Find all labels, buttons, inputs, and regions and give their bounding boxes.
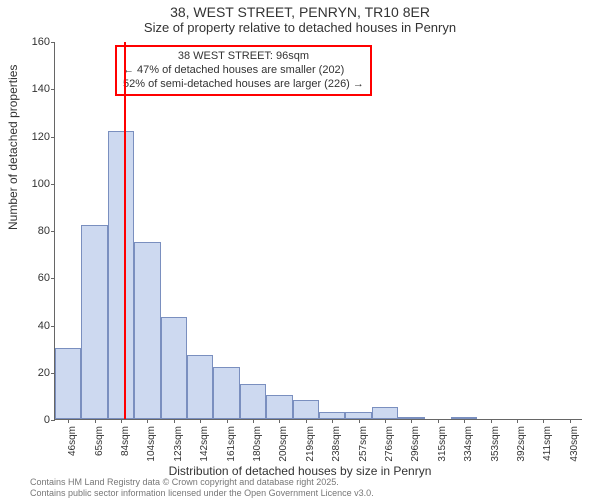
y-tick-label: 160: [32, 36, 50, 48]
x-tick-label: 257sqm: [358, 426, 369, 466]
chart-footer: Contains HM Land Registry data © Crown c…: [30, 477, 374, 498]
histogram-bar: [161, 317, 187, 419]
x-tick: [95, 419, 96, 423]
chart-container: 38, WEST STREET, PENRYN, TR10 8ER Size o…: [0, 0, 600, 500]
x-tick-label: 238sqm: [331, 426, 342, 466]
x-tick: [411, 419, 412, 423]
y-tick: [51, 184, 55, 185]
histogram-bar: [213, 367, 239, 419]
x-tick-label: 104sqm: [146, 426, 157, 466]
x-tick: [68, 419, 69, 423]
histogram-bar: [108, 131, 134, 419]
y-tick: [51, 420, 55, 421]
x-tick-label: 430sqm: [569, 426, 580, 466]
footer-line2: Contains public sector information licen…: [30, 488, 374, 498]
y-tick-label: 40: [38, 320, 50, 332]
x-tick-label: 200sqm: [278, 426, 289, 466]
x-tick: [438, 419, 439, 423]
y-tick: [51, 89, 55, 90]
x-tick: [464, 419, 465, 423]
y-tick: [51, 42, 55, 43]
plot-area: 38 WEST STREET: 96sqm ← 47% of detached …: [54, 42, 582, 420]
y-tick: [51, 326, 55, 327]
x-tick-label: 334sqm: [463, 426, 474, 466]
x-tick: [147, 419, 148, 423]
chart-subtitle: Size of property relative to detached ho…: [0, 20, 600, 35]
y-tick-label: 140: [32, 83, 50, 95]
x-tick: [491, 419, 492, 423]
y-tick-label: 80: [38, 225, 50, 237]
callout-box: 38 WEST STREET: 96sqm ← 47% of detached …: [115, 45, 372, 96]
y-tick-label: 100: [32, 178, 50, 190]
x-tick-label: 161sqm: [226, 426, 237, 466]
x-tick-label: 84sqm: [120, 426, 131, 466]
x-tick: [543, 419, 544, 423]
y-tick-label: 20: [38, 367, 50, 379]
x-tick: [385, 419, 386, 423]
callout-line1: 38 WEST STREET: 96sqm: [123, 50, 364, 64]
x-tick: [121, 419, 122, 423]
x-tick: [174, 419, 175, 423]
x-tick-label: 180sqm: [252, 426, 263, 466]
x-tick: [279, 419, 280, 423]
x-axis-label: Distribution of detached houses by size …: [0, 464, 600, 478]
histogram-bar: [240, 384, 266, 419]
x-tick: [517, 419, 518, 423]
x-tick-label: 353sqm: [490, 426, 501, 466]
y-tick-label: 120: [32, 131, 50, 143]
x-tick: [306, 419, 307, 423]
y-axis-label: Number of detached properties: [6, 65, 20, 230]
x-tick: [332, 419, 333, 423]
histogram-bar: [345, 412, 371, 419]
histogram-bar: [372, 407, 398, 419]
histogram-bar: [293, 400, 319, 419]
histogram-bar: [55, 348, 81, 419]
histogram-bar: [134, 242, 160, 419]
x-tick-label: 65sqm: [94, 426, 105, 466]
histogram-bar: [81, 225, 107, 419]
x-tick-label: 296sqm: [410, 426, 421, 466]
histogram-bar: [319, 412, 345, 419]
y-tick: [51, 278, 55, 279]
x-tick: [570, 419, 571, 423]
y-tick: [51, 231, 55, 232]
x-tick: [227, 419, 228, 423]
callout-line3: 52% of semi-detached houses are larger (…: [123, 78, 364, 92]
y-tick: [51, 137, 55, 138]
x-tick: [253, 419, 254, 423]
callout-line2: ← 47% of detached houses are smaller (20…: [123, 64, 364, 78]
x-tick-label: 392sqm: [516, 426, 527, 466]
histogram-bar: [187, 355, 213, 419]
y-tick-label: 0: [44, 414, 50, 426]
chart-title: 38, WEST STREET, PENRYN, TR10 8ER: [0, 4, 600, 20]
x-tick-label: 123sqm: [173, 426, 184, 466]
title-block: 38, WEST STREET, PENRYN, TR10 8ER Size o…: [0, 0, 600, 35]
x-tick: [200, 419, 201, 423]
x-tick-label: 276sqm: [384, 426, 395, 466]
x-tick-label: 46sqm: [67, 426, 78, 466]
footer-line1: Contains HM Land Registry data © Crown c…: [30, 477, 374, 487]
x-tick-label: 142sqm: [199, 426, 210, 466]
x-tick-label: 315sqm: [437, 426, 448, 466]
histogram-bar: [266, 395, 292, 419]
x-tick-label: 219sqm: [305, 426, 316, 466]
y-tick-label: 60: [38, 272, 50, 284]
x-tick-label: 411sqm: [542, 426, 553, 466]
reference-line: [124, 42, 126, 419]
x-tick: [359, 419, 360, 423]
